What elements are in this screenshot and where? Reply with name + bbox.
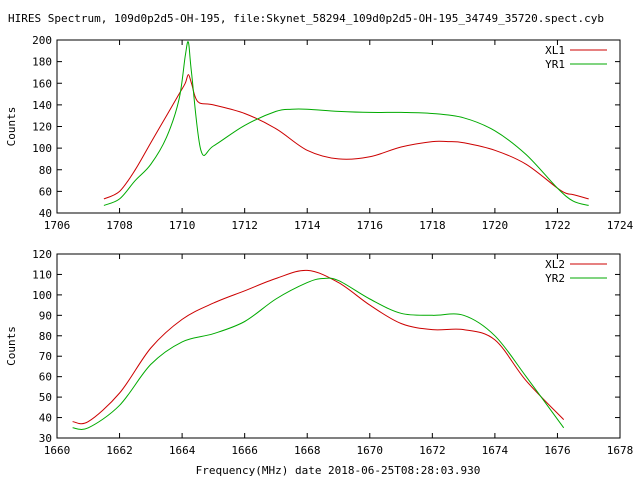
y-tick-label: 60	[39, 185, 52, 198]
plot-frame	[56, 39, 621, 214]
x-tick-label: 1714	[294, 219, 321, 232]
y-tick-label: 80	[39, 330, 52, 343]
x-tick-label: 1720	[482, 219, 509, 232]
y-tick-label: 30	[39, 432, 52, 445]
y-tick-label: 100	[32, 289, 52, 302]
y-tick-label: 40	[39, 207, 52, 220]
x-tick-label: 1660	[44, 444, 71, 457]
x-tick-label: 1664	[169, 444, 196, 457]
y-tick-label: 60	[39, 371, 52, 384]
series-line-yr2	[72, 277, 565, 430]
series-line-xl2	[72, 269, 565, 425]
x-tick-label: 1712	[231, 219, 258, 232]
y-axis-label: Counts	[5, 107, 18, 147]
x-tick-label: 1676	[544, 444, 571, 457]
x-tick-label: 1718	[419, 219, 446, 232]
x-tick-label: 1710	[169, 219, 196, 232]
x-tick-label: 1722	[544, 219, 571, 232]
x-tick-label: 1672	[419, 444, 446, 457]
y-tick-label: 110	[32, 268, 52, 281]
y-tick-label: 120	[32, 248, 52, 261]
x-tick-label: 1678	[607, 444, 634, 457]
chart-panel-top: 1706 1708 1710 1712 1714 1716 1718 1720 1722 1724…	[5, 34, 634, 232]
y-axis-label: Counts	[5, 326, 18, 366]
y-tick-label: 200	[32, 34, 52, 47]
series-line-yr1	[103, 41, 589, 206]
y-tick-label: 90	[39, 309, 52, 322]
x-tick-label: 1670	[357, 444, 384, 457]
y-tick-label: 100	[32, 142, 52, 155]
x-tick-label: 1716	[357, 219, 384, 232]
x-tick-label: 1666	[231, 444, 258, 457]
legend-label: XL2	[545, 258, 565, 271]
y-tick-label: 160	[32, 77, 52, 90]
y-tick-label: 40	[39, 412, 52, 425]
x-tick-label: 1668	[294, 444, 321, 457]
legend-label: YR2	[545, 272, 565, 285]
x-tick-label: 1662	[106, 444, 133, 457]
x-axis-label: Frequency(MHz) date 2018-06-25T08:28:03.…	[196, 464, 481, 477]
legend-label: YR1	[545, 58, 565, 71]
y-tick-label: 70	[39, 350, 52, 363]
y-tick-label: 140	[32, 99, 52, 112]
plot-frame	[56, 253, 621, 439]
y-tick-label: 120	[32, 121, 52, 134]
x-tick-label: 1674	[482, 444, 509, 457]
series-line-xl1	[103, 74, 589, 200]
legend-label: XL1	[545, 44, 565, 57]
x-tick-label: 1706	[44, 219, 71, 232]
y-tick-label: 80	[39, 164, 52, 177]
x-tick-label: 1724	[607, 219, 634, 232]
y-tick-label: 50	[39, 391, 52, 404]
chart-title: HIRES Spectrum, 109d0p2d5-OH-195, file:S…	[8, 12, 604, 25]
chart-panel-bottom: 1660 1662 1664 1666 1668 1670 1672 1674 1676 1678…	[5, 248, 633, 457]
y-tick-label: 180	[32, 56, 52, 69]
x-tick-label: 1708	[106, 219, 133, 232]
